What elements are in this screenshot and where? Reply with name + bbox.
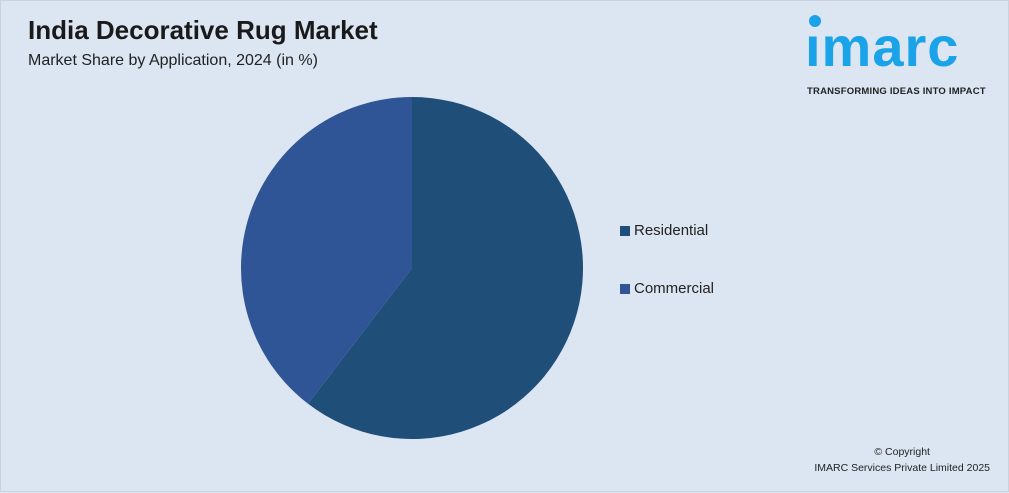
chart-title: India Decorative Rug Market: [28, 15, 378, 45]
logo-dot: [809, 15, 821, 27]
imarc-logo: ımarc TRANSFORMING IDEAS INTO IMPACT: [805, 13, 1000, 98]
copyright-company: IMARC Services Private Limited 2025: [814, 462, 990, 474]
legend-label: Commercial: [634, 280, 715, 297]
chart-subtitle: Market Share by Application, 2024 (in %): [28, 52, 318, 69]
legend-item-residential: Residential: [620, 222, 708, 240]
pie-slice-commercial: [241, 97, 412, 404]
copyright: © Copyright IMARC Services Private Limit…: [814, 444, 990, 476]
copyright-label: © Copyright: [874, 446, 930, 458]
logo-tagline: TRANSFORMING IDEAS INTO IMPACT: [807, 86, 986, 97]
legend-swatch: [620, 226, 630, 236]
logo-word: ımarc: [805, 15, 960, 78]
legend-label: Residential: [634, 222, 709, 239]
legend-item-commercial: Commercial: [620, 280, 714, 298]
legend-swatch: [620, 284, 630, 294]
pie-slice-residential: [308, 97, 583, 439]
